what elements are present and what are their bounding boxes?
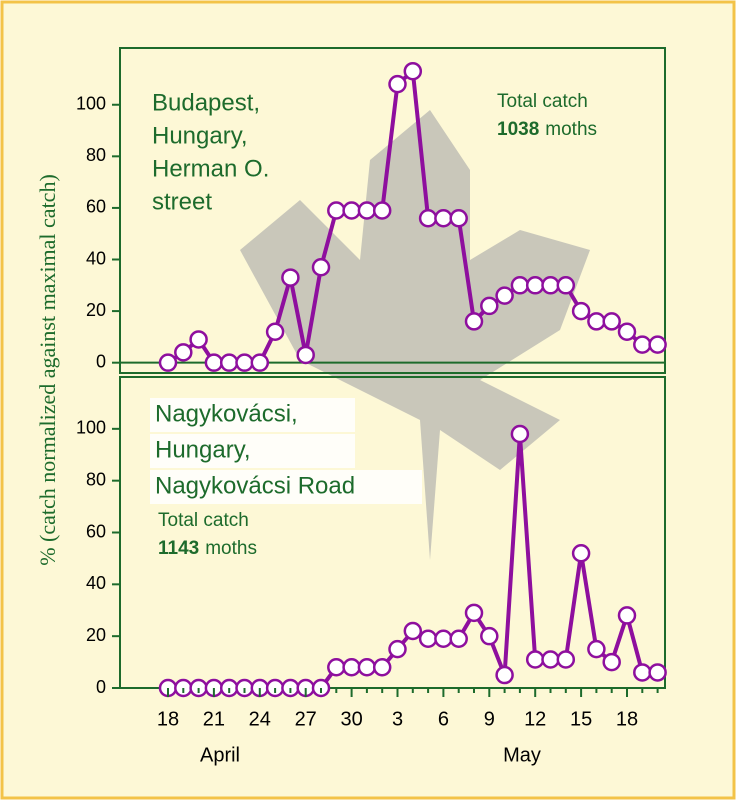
data-point <box>604 313 620 329</box>
data-point <box>359 659 375 675</box>
data-point <box>267 324 283 340</box>
location-label: Herman O. <box>152 155 269 182</box>
x-tick-label: 30 <box>340 708 362 730</box>
data-point <box>588 641 604 657</box>
data-point <box>435 210 451 226</box>
x-tick-label: 12 <box>524 708 546 730</box>
data-point <box>512 277 528 293</box>
y-tick-label: 100 <box>76 418 106 438</box>
catch-total: 1038 moths <box>497 119 597 140</box>
data-point <box>527 277 543 293</box>
month-label: April <box>200 744 240 766</box>
data-point <box>451 631 467 647</box>
data-point <box>451 210 467 226</box>
x-tick-label: 18 <box>157 708 179 730</box>
catch-label: Total catch <box>158 510 249 531</box>
data-point <box>191 331 207 347</box>
y-tick-label: 0 <box>96 677 106 697</box>
data-point <box>328 659 344 675</box>
y-tick-label: 0 <box>96 351 106 371</box>
y-tick-label: 80 <box>86 145 106 165</box>
data-point <box>313 259 329 275</box>
data-point <box>435 631 451 647</box>
x-tick-label: 9 <box>484 708 495 730</box>
data-point <box>558 651 574 667</box>
data-point <box>328 203 344 219</box>
y-axis-label: % (catch normalized against maximal catc… <box>35 174 60 566</box>
location-label: Nagykovácsi Road <box>155 472 355 499</box>
catch-total: 1143 moths <box>158 538 257 559</box>
data-point <box>420 631 436 647</box>
data-point <box>527 651 543 667</box>
location-label: Hungary, <box>152 122 248 149</box>
data-point <box>543 651 559 667</box>
data-point <box>221 355 237 371</box>
location-label: Budapest, <box>152 89 260 116</box>
data-point <box>390 641 406 657</box>
data-point <box>619 607 635 623</box>
data-point <box>604 654 620 670</box>
y-tick-label: 20 <box>86 300 106 320</box>
data-point <box>543 277 559 293</box>
data-point <box>481 628 497 644</box>
y-tick-label: 100 <box>76 93 106 113</box>
data-point <box>160 355 176 371</box>
data-point <box>420 210 436 226</box>
y-tick-label: 80 <box>86 469 106 489</box>
chart: 020406080100Budapest,Hungary,Herman O.st… <box>0 0 736 800</box>
catch-unit: moths <box>205 538 257 559</box>
data-point <box>405 63 421 79</box>
location-label: street <box>152 188 212 215</box>
catch-number: 1143 <box>158 538 199 559</box>
page: {"chart_data": [ {"type": "line", "ylabe… <box>0 0 736 800</box>
y-tick-label: 60 <box>86 521 106 541</box>
location-label: Hungary, <box>155 436 251 463</box>
data-point <box>466 313 482 329</box>
data-point <box>558 277 574 293</box>
x-tick-label: 24 <box>249 708 271 730</box>
data-point <box>344 659 360 675</box>
data-point <box>466 605 482 621</box>
data-point <box>650 664 666 680</box>
month-label: May <box>503 744 541 766</box>
y-tick-label: 20 <box>86 625 106 645</box>
background <box>2 2 734 798</box>
catch-label: Total catch <box>497 91 588 112</box>
data-point <box>497 288 513 304</box>
data-point <box>634 337 650 353</box>
data-point <box>344 203 360 219</box>
x-tick-label: 18 <box>616 708 638 730</box>
data-point <box>237 355 253 371</box>
catch-number: 1038 <box>497 119 539 140</box>
data-point <box>206 355 222 371</box>
data-point <box>175 344 191 360</box>
data-point <box>573 545 589 561</box>
data-point <box>573 303 589 319</box>
data-point <box>374 659 390 675</box>
data-point <box>374 203 390 219</box>
x-tick-label: 27 <box>295 708 317 730</box>
data-point <box>497 667 513 683</box>
data-point <box>512 426 528 442</box>
y-tick-label: 40 <box>86 248 106 268</box>
data-point <box>634 664 650 680</box>
data-point <box>405 623 421 639</box>
x-tick-label: 3 <box>392 708 403 730</box>
data-point <box>298 347 314 363</box>
data-point <box>619 324 635 340</box>
data-point <box>481 298 497 314</box>
data-point <box>282 270 298 286</box>
location-label: Nagykovácsi, <box>155 400 298 427</box>
data-point <box>359 203 375 219</box>
x-tick-label: 6 <box>438 708 449 730</box>
data-point <box>390 76 406 92</box>
catch-unit: moths <box>545 119 597 140</box>
x-tick-label: 15 <box>570 708 592 730</box>
data-point <box>588 313 604 329</box>
data-point <box>252 355 268 371</box>
y-tick-label: 60 <box>86 197 106 217</box>
y-tick-label: 40 <box>86 573 106 593</box>
x-tick-label: 21 <box>203 708 225 730</box>
data-point <box>650 337 666 353</box>
